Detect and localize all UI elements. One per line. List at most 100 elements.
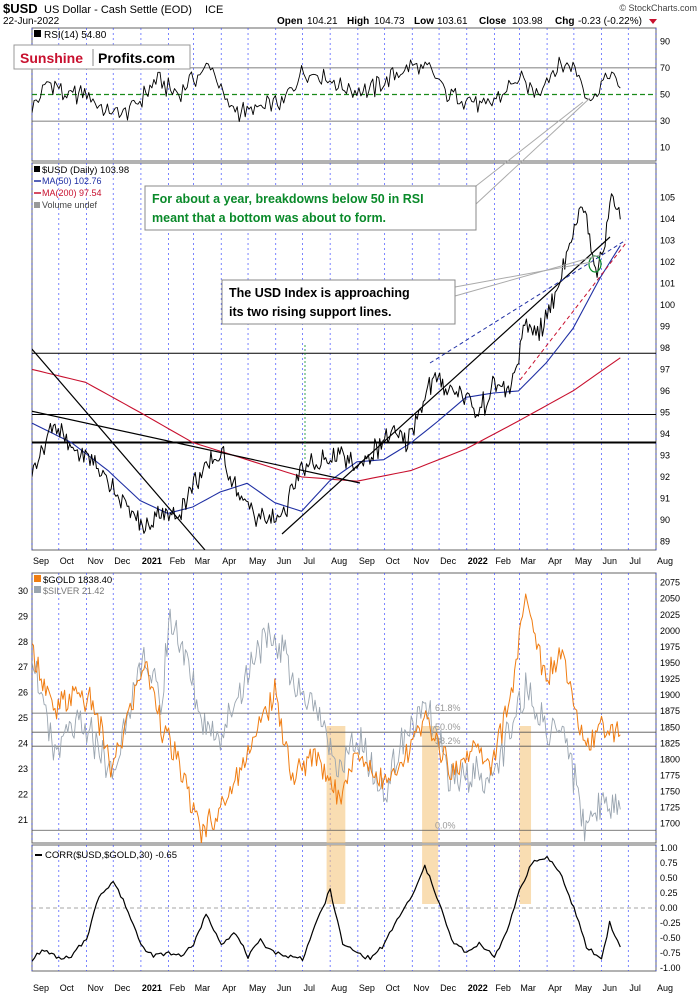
silver-tick-label: 28 <box>18 637 28 647</box>
usd-tick-label: 102 <box>660 257 675 267</box>
usd-legend-volume: Volume undef <box>42 200 98 210</box>
month-label: Nov <box>87 983 104 993</box>
month-label: Jun <box>603 983 618 993</box>
ma50-line <box>32 245 621 514</box>
month-label: Oct <box>60 983 75 993</box>
highlight-band <box>422 726 439 843</box>
high-label: High <box>347 16 369 27</box>
rsi-tick-label: 30 <box>660 116 670 126</box>
month-label: Oct <box>386 556 401 566</box>
silver-tick-label: 30 <box>18 586 28 596</box>
open-value: 104.21 <box>307 16 338 27</box>
correlation-tick-label: 0.75 <box>660 858 678 868</box>
month-label: Mar <box>195 556 211 566</box>
watermark: © StockCharts.com <box>619 3 697 13</box>
month-label: Jun <box>277 556 292 566</box>
silver-tick-label: 22 <box>18 790 28 800</box>
usd-tick-label: 95 <box>660 407 670 417</box>
fibonacci-label: 38.2% <box>435 736 461 746</box>
month-label: 2021 <box>142 983 162 993</box>
month-label: Feb <box>495 556 511 566</box>
reference-lines: 61.8% 50.0% 38.2% 0.0% <box>32 67 656 909</box>
usd-tick-label: 94 <box>660 429 670 439</box>
rising-support-line <box>281 236 611 535</box>
usd-trendlines <box>32 236 627 550</box>
usd-tick-label: 104 <box>660 214 675 224</box>
rsi-tick-label: 70 <box>660 63 670 73</box>
usd-tick-label: 93 <box>660 450 670 460</box>
usd-panel-frame <box>31 162 657 551</box>
usd-note-line1: The USD Index is approaching <box>229 286 410 300</box>
month-label: Aug <box>657 556 673 566</box>
exchange: ICE <box>205 4 223 16</box>
silver-tick-label: 21 <box>18 815 28 825</box>
gold-tick-label: 1900 <box>660 690 680 700</box>
usd-legend-price: $USD (Daily) 103.98 <box>42 165 129 176</box>
correlation-tick-label: 0.50 <box>660 873 678 883</box>
usd-tick-label: 92 <box>660 472 670 482</box>
logo-sunshine: Sunshine <box>20 50 83 66</box>
silver-legend: $SILVER 21.42 <box>43 586 104 596</box>
correlation-line <box>32 855 621 962</box>
month-label: Aug <box>331 556 347 566</box>
correlation-legend: CORR($USD,$GOLD,30) -0.65 <box>35 850 177 861</box>
highlight-band <box>519 726 532 843</box>
silver-tick-label: 25 <box>18 713 28 723</box>
silver-tick-label: 24 <box>18 739 28 749</box>
month-label: Nov <box>413 556 430 566</box>
gold-tick-label: 1950 <box>660 658 680 668</box>
falling-trendline-steep <box>32 348 206 550</box>
silver-tick-label: 27 <box>18 662 28 672</box>
month-label: Dec <box>440 556 457 566</box>
month-label: Feb <box>170 983 186 993</box>
gold-tick-label: 1875 <box>660 706 680 716</box>
month-label: Dec <box>440 983 457 993</box>
usd-note-line2: its two rising support lines. <box>229 305 392 319</box>
falling-trendline-shallow <box>32 410 361 484</box>
month-label: Jun <box>603 556 618 566</box>
gold-tick-label: 2025 <box>660 610 680 620</box>
month-label: Mar <box>520 983 536 993</box>
gold-tick-label: 1800 <box>660 754 680 764</box>
correlation-tick-label: 0.00 <box>660 903 678 913</box>
usd-tick-label: 90 <box>660 515 670 525</box>
usd-tick-label: 97 <box>660 364 670 374</box>
month-label: Mar <box>195 983 211 993</box>
month-label: Jul <box>629 556 641 566</box>
month-label: May <box>249 556 267 566</box>
silver-line <box>32 608 621 842</box>
month-label: Aug <box>657 983 673 993</box>
gold-tick-label: 1700 <box>660 819 680 829</box>
correlation-tick-label: -0.50 <box>660 933 681 943</box>
month-label: 2021 <box>142 556 162 566</box>
symbol: $USD <box>3 1 38 16</box>
high-value: 104.73 <box>374 16 405 27</box>
gold-tick-label: 1975 <box>660 642 680 652</box>
chart-header: $USD US Dollar - Cash Settle (EOD) ICE ©… <box>3 1 697 27</box>
month-label: Nov <box>413 983 430 993</box>
sunshine-profits-logo: Sunshine Profits.com <box>13 44 191 70</box>
gold-tick-label: 1850 <box>660 722 680 732</box>
usd-tick-label: 103 <box>660 235 675 245</box>
series-lines <box>32 56 621 962</box>
silver-tick-label: 26 <box>18 688 28 698</box>
month-label: Aug <box>331 983 347 993</box>
highlight-periods <box>326 726 532 904</box>
open-label: Open <box>277 16 303 27</box>
month-label: Apr <box>222 556 236 566</box>
month-label: Apr <box>548 556 562 566</box>
month-label: Jul <box>629 983 641 993</box>
gold-silver-legend: $GOLD 1838.40 $SILVER 21.42 <box>34 575 112 596</box>
silver-tick-label: 23 <box>18 764 28 774</box>
rsi-title: RSI(14) 54.80 <box>44 30 107 41</box>
usd-tick-label: 89 <box>660 536 670 546</box>
gold-tick-label: 2075 <box>660 578 680 588</box>
usd-annotation: The USD Index is approaching its two ris… <box>221 254 601 325</box>
gold-tick-label: 1925 <box>660 674 680 684</box>
correlation-tick-label: -0.75 <box>660 948 681 958</box>
month-label: Nov <box>87 556 104 566</box>
usd-legend-ma50: MA(50) 102.76 <box>42 176 102 186</box>
rsi-tick-label: 50 <box>660 90 670 100</box>
month-label: Oct <box>60 556 75 566</box>
